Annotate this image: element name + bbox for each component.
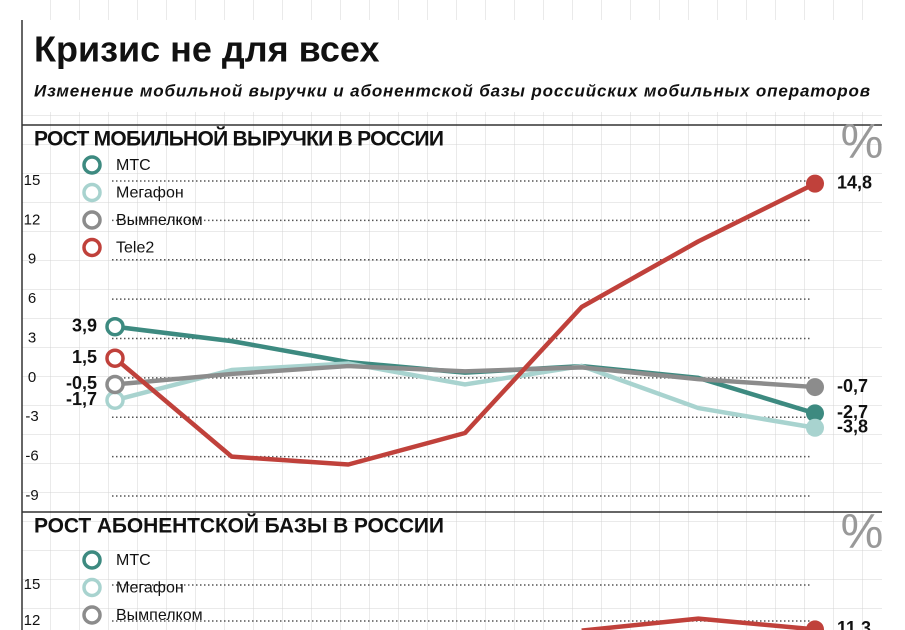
chart-title: РОСТ МОБИЛЬНОЙ ВЫРУЧКИ В РОССИИ (34, 127, 444, 151)
value-label: -3,8 (837, 417, 868, 437)
series-line (581, 616, 816, 630)
y-tick-label: 9 (28, 251, 36, 268)
y-tick-label: 0 (28, 369, 36, 386)
y-tick-label: -6 (25, 448, 38, 465)
legend-label: Вымпелком (116, 607, 203, 624)
value-label: -0,5 (66, 373, 97, 393)
legend-label: Вымпелком (116, 212, 203, 229)
legend-label: Мегафон (116, 185, 184, 202)
value-label: 14,8 (837, 172, 872, 192)
legend-marker (82, 605, 102, 625)
value-label: 11,3 (837, 618, 871, 630)
chart-title: РОСТ АБОНЕНТСКОЙ БАЗЫ В РОССИИ (34, 514, 444, 538)
end-point (806, 404, 824, 423)
value-label: -1,7 (66, 389, 97, 409)
page-subtitle: Изменение мобильной выручки и абонентско… (34, 81, 870, 100)
start-point (105, 374, 125, 395)
legend-marker (82, 155, 102, 175)
legend-marker (82, 577, 102, 598)
header-bg (22, 20, 882, 112)
y-tick-label: 12 (24, 211, 41, 228)
end-point (806, 418, 824, 437)
unit-label: % (841, 116, 884, 169)
start-point (105, 348, 125, 368)
y-tick-label: 15 (24, 172, 41, 189)
end-point (806, 174, 824, 193)
end-point (806, 378, 824, 397)
y-tick-label: -3 (25, 408, 38, 425)
y-tick-label: 3 (28, 329, 36, 346)
legend-label: Мегафон (116, 580, 184, 597)
legend-marker (82, 182, 102, 203)
y-tick-label: 15 (24, 576, 41, 593)
value-label: 1,5 (72, 347, 97, 367)
legend-marker (82, 210, 102, 230)
start-point (105, 316, 125, 337)
y-tick-label: -9 (25, 487, 38, 504)
y-tick-label: 12 (24, 612, 41, 629)
series-line (114, 361, 816, 430)
unit-label: % (841, 506, 884, 559)
legend-marker (82, 237, 102, 258)
y-tick-label: 6 (28, 290, 36, 307)
legend-marker (82, 550, 102, 570)
end-point (806, 620, 824, 630)
value-label: -2,7 (837, 402, 868, 422)
series-line (114, 363, 816, 390)
value-label: 3,9 (72, 315, 97, 335)
series-line (113, 181, 816, 467)
legend-label: МТС (116, 552, 151, 569)
legend-label: МТС (116, 157, 151, 174)
start-point (105, 390, 125, 410)
legend-label: Tele2 (116, 240, 154, 257)
page-title: Кризис не для всех (34, 29, 379, 70)
value-label: -0,7 (837, 376, 868, 396)
